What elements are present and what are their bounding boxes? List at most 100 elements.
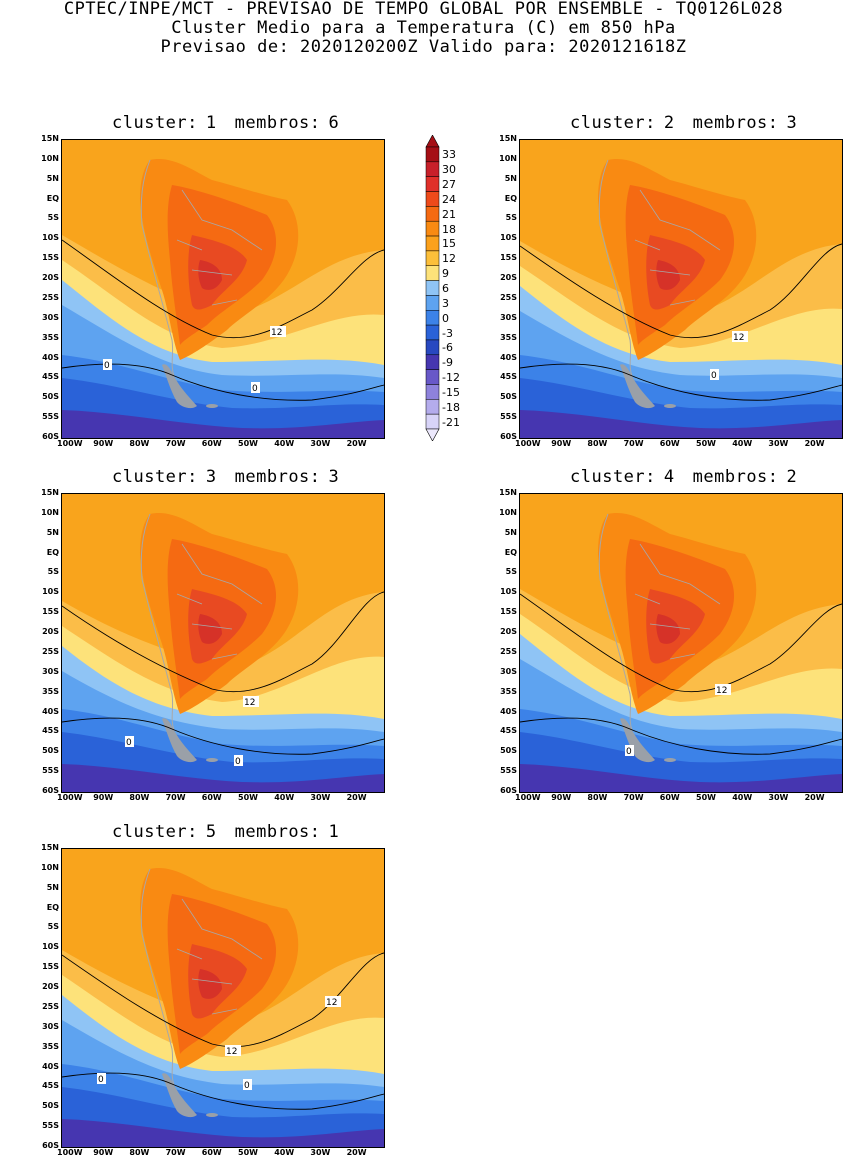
lat-label: 25S [500, 292, 517, 302]
country-borders [176, 898, 263, 1015]
colorbar-segment [425, 384, 440, 400]
lon-label: 20W [346, 793, 367, 802]
lat-label: 60S [500, 432, 517, 441]
membros-count: 3 [786, 113, 798, 133]
lat-label: 15N [41, 488, 59, 497]
lat-label: 15S [42, 607, 59, 617]
lat-label: 20S [500, 273, 517, 283]
country-borders [176, 189, 263, 306]
panel-title-5: cluster: 5 membros: 1 [108, 822, 343, 842]
colorbar-segment [425, 369, 440, 385]
lat-label: 45S [500, 372, 517, 382]
lon-label: 20W [804, 793, 825, 802]
lon-label: 80W [129, 439, 150, 448]
continent-27 [198, 614, 222, 644]
lat-label: 15S [42, 962, 59, 972]
lat-label: 10S [500, 233, 517, 243]
colorbar-segment [425, 324, 440, 341]
lat-label: 10N [499, 507, 517, 517]
colorbar-label: 18 [442, 222, 456, 236]
lat-label: 25S [500, 646, 517, 656]
lon-label: 90W [551, 439, 572, 448]
lon-label: 30W [768, 793, 789, 802]
cluster-number: 3 [205, 467, 217, 487]
contour-12 [520, 593, 842, 693]
map-panel-5: 0 0 12 12 [61, 848, 385, 1148]
lat-label: 40S [42, 706, 59, 716]
svg-text:0: 0 [98, 1075, 104, 1085]
lat-label: EQ [504, 193, 517, 203]
lat-label: 5S [47, 567, 59, 577]
lon-label: 100W [57, 793, 83, 802]
lat-label: 15S [42, 253, 59, 263]
cluster-number: 4 [663, 467, 675, 487]
lat-label: 20S [42, 273, 59, 283]
lat-label: EQ [46, 902, 59, 912]
colorbar-segment [425, 310, 440, 326]
lat-label: 5N [46, 173, 59, 183]
lon-label: 50W [238, 793, 258, 802]
patagonia-land [162, 364, 197, 409]
coastline-west [140, 513, 175, 731]
lat-label: 45S [42, 372, 59, 382]
colorbar-label: 27 [442, 178, 456, 192]
lon-label: 40W [274, 793, 295, 802]
lat-label: 20S [500, 627, 517, 637]
patagonia-land [620, 718, 655, 763]
colorbar-label: 12 [442, 252, 456, 266]
colorbar-segment [425, 280, 440, 296]
lat-label: 40S [42, 352, 59, 362]
lat-label: 15S [500, 607, 517, 617]
lon-label: 90W [551, 793, 572, 802]
lat-label: 25S [42, 646, 59, 656]
country-borders [176, 543, 263, 660]
colorbar-label: 33 [442, 148, 456, 162]
lat-label: 30S [42, 1021, 59, 1031]
colorbar-bottom-arrow [425, 428, 440, 442]
membros-label: membros: [234, 822, 321, 842]
lon-label: 80W [129, 1148, 150, 1157]
continent-27 [656, 260, 680, 290]
lon-label: 50W [238, 1148, 258, 1157]
lat-label: 40S [500, 352, 517, 362]
lat-label: 10S [500, 587, 517, 597]
lat-label: 55S [500, 766, 517, 776]
country-borders [634, 543, 721, 660]
svg-text:0: 0 [626, 747, 632, 757]
falkland-islands [206, 1113, 218, 1117]
colorbar-label: 15 [442, 237, 456, 251]
lat-label: 55S [42, 1121, 59, 1131]
colorbar-label: -15 [442, 385, 460, 399]
colorbar-segment [425, 161, 440, 177]
lon-label: 60W [201, 1148, 222, 1157]
svg-text:0: 0 [126, 738, 132, 748]
colorbar-label: -9 [442, 356, 453, 370]
lat-label: 5S [47, 213, 59, 223]
lon-label: 100W [57, 439, 83, 448]
colorbar-segment [425, 413, 440, 430]
falkland-islands [664, 404, 676, 408]
coastline-west [598, 513, 633, 731]
lon-label: 50W [238, 439, 258, 448]
lat-label: 50S [500, 392, 517, 402]
coastline-west [140, 868, 175, 1086]
panel-title-3: cluster: 3 membros: 3 [108, 467, 343, 487]
lat-label: 35S [500, 332, 517, 342]
patagonia-land [620, 364, 655, 409]
map-panel-3: 0 0 12 [61, 493, 385, 793]
colorbar-label: 21 [442, 207, 456, 221]
contour-0 [520, 717, 842, 755]
colorbar-segment [425, 399, 440, 415]
colorbar-label: 24 [442, 192, 456, 206]
lat-label: 30S [42, 666, 59, 676]
lon-label: 60W [201, 439, 222, 448]
coastline-west [598, 159, 633, 377]
lon-label: 100W [515, 793, 541, 802]
colorbar-segment [425, 339, 440, 356]
lon-label: 70W [165, 793, 186, 802]
lat-label: 60S [500, 786, 517, 795]
cluster-number: 2 [663, 113, 675, 133]
lon-label: 30W [768, 439, 789, 448]
band-m9 [62, 764, 384, 792]
lon-label: 40W [732, 793, 753, 802]
